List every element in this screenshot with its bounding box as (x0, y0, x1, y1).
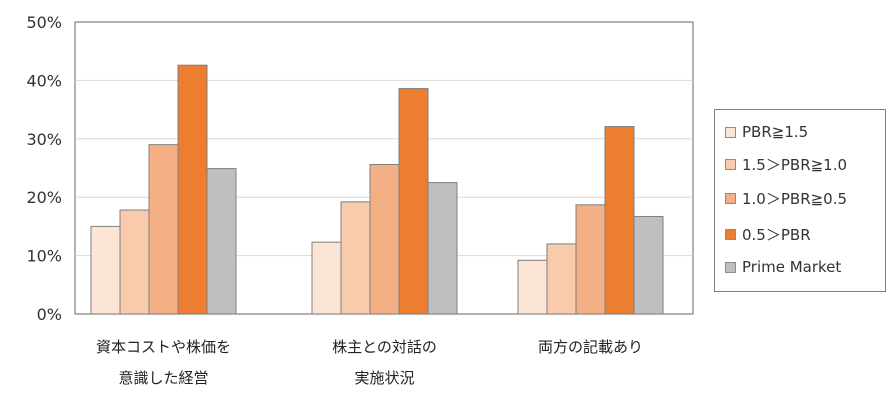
legend-swatch-1 (725, 158, 736, 170)
bar-4-0 (206, 168, 237, 315)
bar-1-2 (546, 243, 577, 315)
bar-0-0 (90, 225, 121, 315)
legend-swatch-3 (725, 228, 736, 240)
y-tick-label: 40% (26, 71, 62, 90)
y-tick-label: 10% (26, 247, 62, 266)
bar-2-0 (148, 144, 179, 315)
legend-item-2: 1.0＞PBR≧0.5 (725, 187, 847, 209)
bar-3-1 (398, 88, 429, 315)
legend-swatch-2 (725, 192, 736, 204)
y-tick-label: 0% (37, 305, 62, 324)
legend-label-1: 1.5＞PBR≧1.0 (742, 155, 848, 174)
x-category-label: 株主との対話の (332, 338, 437, 356)
bars (90, 64, 664, 315)
legend-label-0: PBR≧1.5 (742, 123, 809, 141)
legend-label-3: 0.5＞PBR (742, 225, 811, 244)
bar-0-1 (311, 241, 342, 315)
x-category-label: 両方の記載あり (538, 338, 643, 356)
bar-4-2 (633, 215, 664, 315)
legend-item-3: 0.5＞PBR (725, 223, 811, 245)
legend-swatch-0 (725, 126, 736, 138)
bar-1-1 (340, 201, 371, 315)
legend-item-1: 1.5＞PBR≧1.0 (725, 153, 847, 175)
bar-0-2 (517, 259, 548, 315)
y-tick-label: 30% (26, 130, 62, 149)
y-axis-ticks: 0% 10% 20% 30% 40% 50% (26, 13, 62, 324)
bar-2-2 (575, 204, 606, 315)
x-category-label: 意識した経営 (118, 369, 208, 387)
x-category-label: 実施状況 (354, 369, 414, 387)
legend-item-0: PBR≧1.5 (725, 121, 808, 143)
bar-4-1 (427, 182, 458, 315)
y-tick-label: 20% (26, 188, 62, 207)
bar-3-0 (177, 64, 208, 315)
legend-swatch-4 (725, 261, 736, 273)
bar-2-1 (369, 163, 400, 315)
legend-label-4: Prime Market (742, 258, 842, 276)
bar-3-2 (604, 126, 635, 315)
x-category-label: 資本コストや株価を (96, 338, 231, 356)
bar-1-0 (119, 209, 150, 315)
legend-item-4: Prime Market (725, 256, 841, 278)
y-tick-label: 50% (26, 13, 62, 32)
legend: PBR≧1.5 1.5＞PBR≧1.0 1.0＞PBR≧0.5 0.5＞PBR … (714, 109, 886, 292)
legend-label-2: 1.0＞PBR≧0.5 (742, 189, 848, 208)
